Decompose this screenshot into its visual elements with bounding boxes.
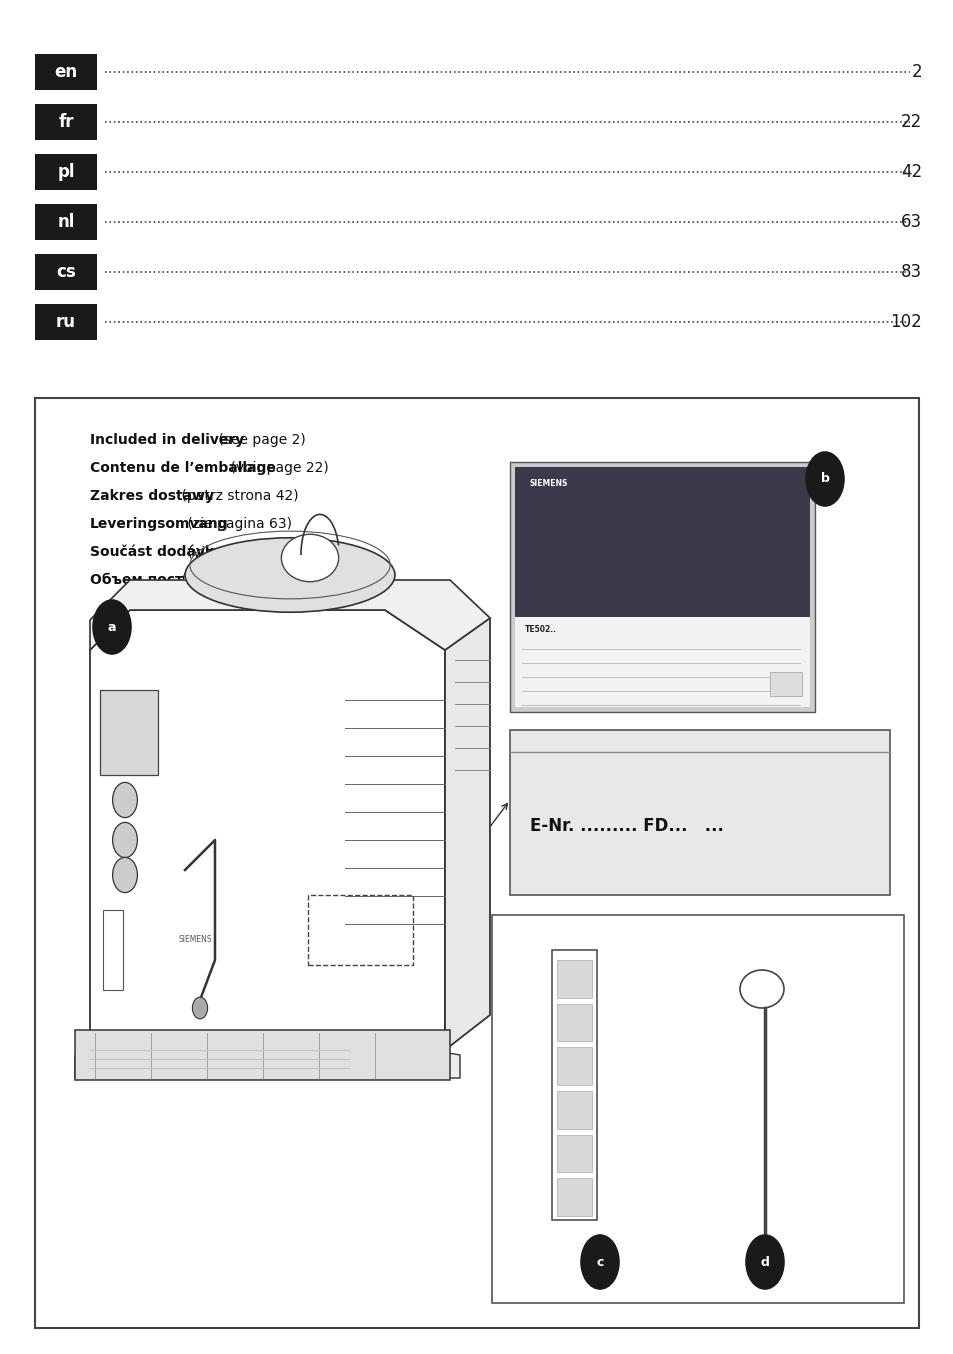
Text: c: c bbox=[596, 1255, 603, 1269]
Text: Zakres dostawy: Zakres dostawy bbox=[90, 489, 213, 502]
Text: ru: ru bbox=[56, 313, 76, 330]
Ellipse shape bbox=[281, 535, 338, 582]
Text: 2: 2 bbox=[910, 64, 921, 81]
Text: b: b bbox=[820, 473, 828, 486]
Circle shape bbox=[92, 600, 131, 654]
Bar bbox=[515, 617, 809, 707]
Circle shape bbox=[112, 783, 137, 818]
Text: Leveringsomvang: Leveringsomvang bbox=[90, 517, 229, 531]
Text: SIEMENS: SIEMENS bbox=[530, 479, 568, 489]
Bar bbox=[103, 910, 123, 990]
Text: en: en bbox=[54, 64, 77, 81]
Text: (viz strana 83): (viz strana 83) bbox=[183, 546, 288, 559]
Circle shape bbox=[758, 1266, 771, 1285]
Text: 102: 102 bbox=[889, 313, 921, 330]
Text: 42: 42 bbox=[900, 162, 921, 181]
Bar bbox=[75, 1030, 450, 1080]
Bar bbox=[557, 960, 592, 998]
Polygon shape bbox=[90, 580, 490, 650]
Bar bbox=[510, 730, 889, 895]
Text: (zie pagina 63): (zie pagina 63) bbox=[183, 517, 292, 531]
Bar bbox=[35, 398, 918, 1328]
Bar bbox=[35, 305, 97, 340]
Bar bbox=[557, 1003, 592, 1041]
Bar bbox=[557, 1048, 592, 1085]
Text: Объем поставки: Объем поставки bbox=[90, 573, 220, 588]
Bar bbox=[308, 895, 413, 965]
Bar bbox=[35, 54, 97, 89]
Circle shape bbox=[805, 452, 843, 506]
Polygon shape bbox=[90, 611, 444, 1049]
Bar bbox=[510, 462, 814, 712]
Text: Contenu de l’emballage: Contenu de l’emballage bbox=[90, 460, 275, 475]
Text: a: a bbox=[108, 620, 116, 634]
Text: fr: fr bbox=[58, 112, 73, 131]
Bar bbox=[35, 204, 97, 240]
Text: nl: nl bbox=[57, 213, 74, 232]
Text: (см. стр. 102): (см. стр. 102) bbox=[176, 573, 278, 588]
Text: (see page 2): (see page 2) bbox=[213, 433, 305, 447]
Bar bbox=[557, 1178, 592, 1216]
Circle shape bbox=[580, 1235, 618, 1289]
Bar bbox=[552, 951, 597, 1220]
Bar bbox=[557, 1091, 592, 1129]
Ellipse shape bbox=[185, 538, 395, 612]
Bar bbox=[492, 915, 903, 1303]
Bar bbox=[100, 691, 158, 774]
Text: SIEMENS: SIEMENS bbox=[178, 936, 212, 945]
Bar bbox=[769, 672, 801, 696]
Bar bbox=[35, 255, 97, 290]
Text: 83: 83 bbox=[900, 263, 921, 282]
Text: (patrz strona 42): (patrz strona 42) bbox=[176, 489, 298, 502]
Text: TE502..: TE502.. bbox=[524, 624, 557, 634]
Bar bbox=[557, 1135, 592, 1173]
Polygon shape bbox=[75, 1048, 459, 1078]
Circle shape bbox=[112, 857, 137, 892]
Text: E-Nr. ......... FD...   ...: E-Nr. ......... FD... ... bbox=[530, 816, 723, 834]
Circle shape bbox=[193, 997, 208, 1018]
Polygon shape bbox=[444, 617, 490, 1049]
Text: 63: 63 bbox=[900, 213, 921, 232]
Text: 22: 22 bbox=[900, 112, 921, 131]
Bar bbox=[515, 467, 809, 617]
Text: (voir page 22): (voir page 22) bbox=[226, 460, 329, 475]
Circle shape bbox=[112, 822, 137, 857]
Text: Součást dodávky: Součást dodávky bbox=[90, 544, 223, 559]
Bar bbox=[35, 154, 97, 190]
Text: cs: cs bbox=[56, 263, 76, 282]
Text: d: d bbox=[760, 1255, 769, 1269]
Text: pl: pl bbox=[57, 162, 74, 181]
Text: Included in delivery: Included in delivery bbox=[90, 433, 244, 447]
Circle shape bbox=[745, 1235, 783, 1289]
Bar bbox=[35, 104, 97, 139]
Ellipse shape bbox=[740, 969, 783, 1007]
